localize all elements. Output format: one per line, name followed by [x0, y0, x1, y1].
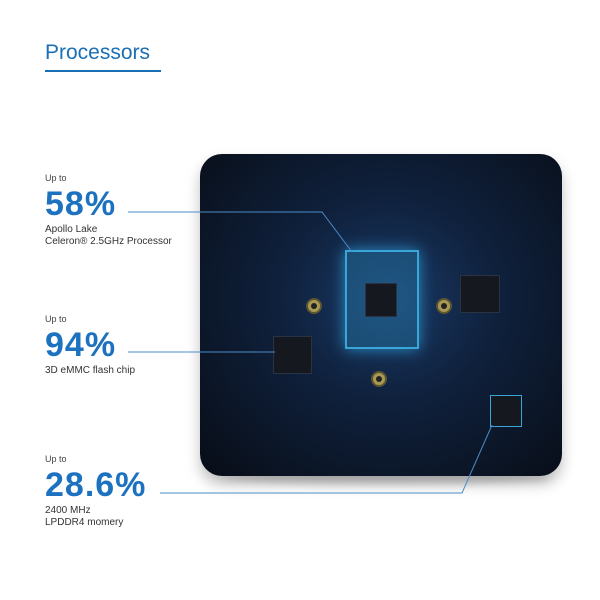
screw-icon [306, 298, 322, 314]
stat-desc: Celeron® 2.5GHz Processor [45, 236, 172, 247]
page-title: Processors [45, 41, 151, 64]
stat-memory: Up to 28.6% 2400 MHz LPDDR4 momery [45, 453, 146, 529]
stat-desc: 3D eMMC flash chip [45, 365, 136, 376]
stat-prefix: Up to [45, 314, 67, 324]
stat-desc: LPDDR4 momery [45, 517, 124, 528]
stat-desc: Apollo Lake [45, 224, 98, 235]
screw-icon [371, 371, 387, 387]
stat-value: 94% [45, 326, 117, 364]
callout-line-processor [128, 211, 353, 253]
title-underline [45, 70, 161, 72]
stat-value: 28.6% [45, 466, 147, 504]
emmc-chip [273, 336, 312, 374]
board-chip [460, 275, 500, 313]
stat-processor: Up to 58% Apollo Lake Celeron® 2.5GHz Pr… [45, 172, 172, 248]
callout-line-memory [160, 424, 493, 494]
processor-chip [365, 283, 397, 317]
stat-desc: 2400 MHz [45, 505, 91, 516]
stat-value: 58% [45, 185, 117, 223]
stat-prefix: Up to [45, 454, 67, 464]
stat-prefix: Up to [45, 173, 67, 183]
screw-icon [436, 298, 452, 314]
memory-chip [490, 395, 522, 427]
stat-emmc: Up to 94% 3D eMMC flash chip [45, 313, 135, 377]
